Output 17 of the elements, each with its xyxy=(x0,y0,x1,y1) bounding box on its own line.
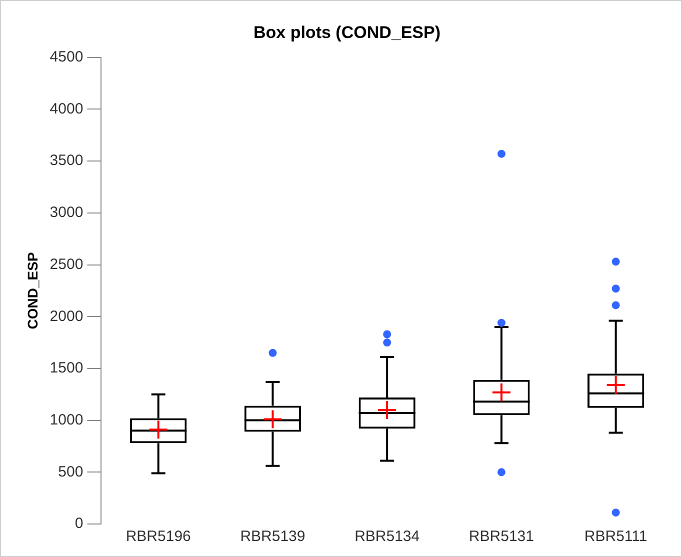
x-tick-label: RBR5196 xyxy=(126,528,191,546)
y-axis-title: COND_ESP xyxy=(24,252,40,330)
y-tick-label: 3500 xyxy=(50,152,84,170)
x-tick-label: RBR5131 xyxy=(468,528,534,546)
y-tick-label: 4500 xyxy=(50,48,84,66)
y-tick-label: 1500 xyxy=(50,360,84,377)
x-tick-label: RBR5134 xyxy=(354,528,420,546)
x-tick-label: RBR5139 xyxy=(240,528,306,546)
y-tick-label: 2000 xyxy=(50,308,84,325)
y-tick-label: 0 xyxy=(74,515,84,532)
y-tick-label: 4000 xyxy=(50,100,84,118)
y-tick-label: 500 xyxy=(58,463,84,480)
x-tick-label: RBR5111 xyxy=(584,528,648,546)
y-tick-label: 1000 xyxy=(50,411,84,428)
y-tick-label: 3000 xyxy=(50,204,84,222)
y-tick-label: 2500 xyxy=(50,256,84,273)
chart-title: Box plots (COND_ESP) xyxy=(253,22,441,42)
